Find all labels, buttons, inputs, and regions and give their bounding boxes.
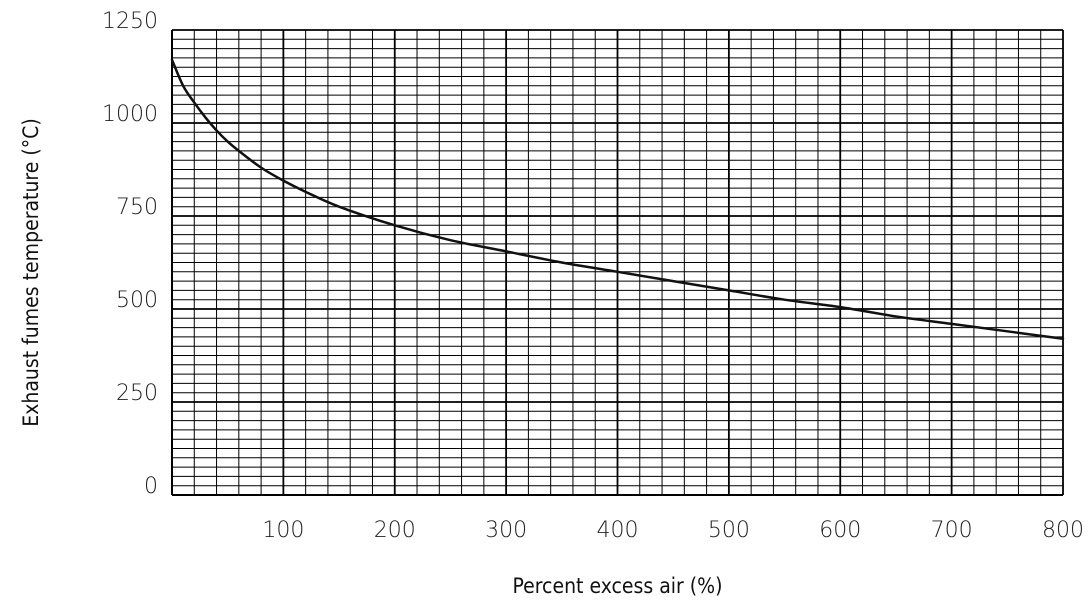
x-tick-label: 200 <box>374 518 416 543</box>
y-tick-label: 1000 <box>102 102 158 127</box>
x-tick-label: 300 <box>485 518 527 543</box>
x-tick-label: 100 <box>262 518 304 543</box>
y-axis-label: Exhaust fumes temperature (°C) <box>19 118 43 426</box>
major-grid <box>171 29 1064 496</box>
x-tick-label: 400 <box>597 518 639 543</box>
y-tick-label: 0 <box>144 474 158 499</box>
y-tick-label: 1250 <box>102 9 158 34</box>
x-tick-label: 500 <box>708 518 750 543</box>
y-tick-labels: 0 250 500 750 1000 1250 <box>102 9 158 499</box>
x-tick-label: 700 <box>931 518 973 543</box>
y-tick-label: 500 <box>116 288 158 313</box>
x-tick-label: 600 <box>819 518 861 543</box>
x-tick-label: 800 <box>1042 518 1084 543</box>
series-line <box>170 58 1065 341</box>
x-axis-label: Percent excess air (%) <box>512 574 722 598</box>
x-tick-labels: 100 200 300 400 500 600 700 800 <box>262 518 1084 543</box>
y-tick-label: 250 <box>116 381 158 406</box>
y-tick-label: 750 <box>116 195 158 220</box>
